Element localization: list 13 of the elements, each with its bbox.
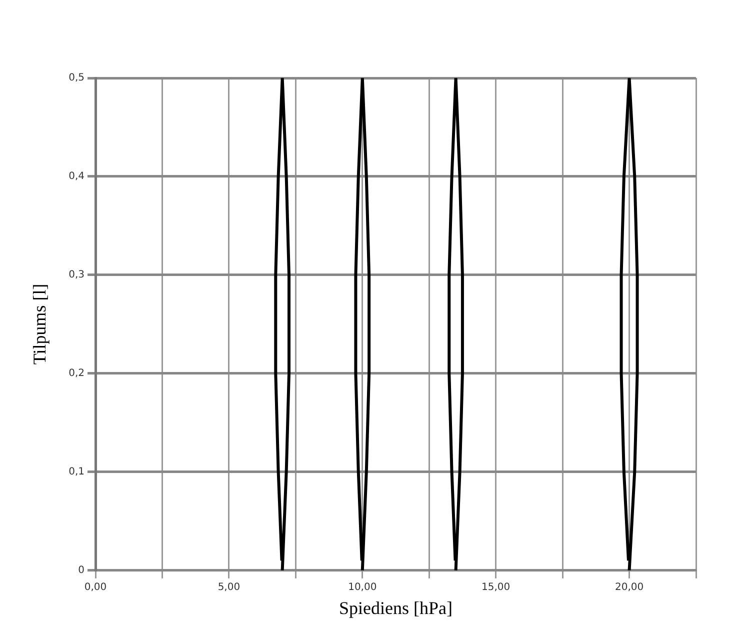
x-tick-label: 5,00: [218, 582, 240, 593]
y-tick-label: 0,4: [68, 171, 85, 182]
x-tick-label: 15,00: [482, 582, 510, 593]
y-tick-label: 0,3: [68, 270, 85, 281]
y-tick-label: 0,1: [68, 466, 85, 478]
y-tick-label: 0: [78, 564, 85, 576]
x-tick-label: 10,00: [348, 582, 377, 593]
x-axis-title: Spiediens [hPa]: [339, 598, 452, 618]
y-axis-title: Tilpums [l]: [30, 284, 50, 365]
x-tick-label: 0,00: [84, 582, 107, 593]
y-tick-label: 0,2: [68, 368, 85, 380]
x-tick-label: 20,00: [614, 582, 644, 593]
y-tick-label: 0,5: [68, 72, 85, 84]
